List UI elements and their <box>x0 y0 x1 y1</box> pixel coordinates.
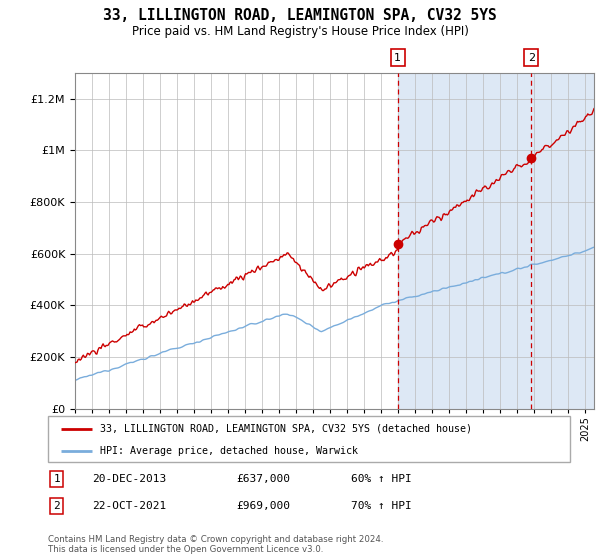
Text: 70% ↑ HPI: 70% ↑ HPI <box>351 501 412 511</box>
Text: 33, LILLINGTON ROAD, LEAMINGTON SPA, CV32 5YS: 33, LILLINGTON ROAD, LEAMINGTON SPA, CV3… <box>103 8 497 24</box>
Text: 33, LILLINGTON ROAD, LEAMINGTON SPA, CV32 5YS (detached house): 33, LILLINGTON ROAD, LEAMINGTON SPA, CV3… <box>100 424 472 434</box>
Text: 20-DEC-2013: 20-DEC-2013 <box>92 474 167 484</box>
Text: 60% ↑ HPI: 60% ↑ HPI <box>351 474 412 484</box>
Text: 2: 2 <box>527 53 535 63</box>
Bar <box>398 73 600 409</box>
Text: 1: 1 <box>394 53 401 63</box>
Text: HPI: Average price, detached house, Warwick: HPI: Average price, detached house, Warw… <box>100 446 358 455</box>
Text: £969,000: £969,000 <box>236 501 290 511</box>
Text: Contains HM Land Registry data © Crown copyright and database right 2024.
This d: Contains HM Land Registry data © Crown c… <box>48 535 383 554</box>
Text: £637,000: £637,000 <box>236 474 290 484</box>
FancyBboxPatch shape <box>48 416 570 462</box>
Text: 1: 1 <box>53 474 60 484</box>
Text: 2: 2 <box>53 501 60 511</box>
Text: 22-OCT-2021: 22-OCT-2021 <box>92 501 167 511</box>
Text: Price paid vs. HM Land Registry's House Price Index (HPI): Price paid vs. HM Land Registry's House … <box>131 25 469 38</box>
